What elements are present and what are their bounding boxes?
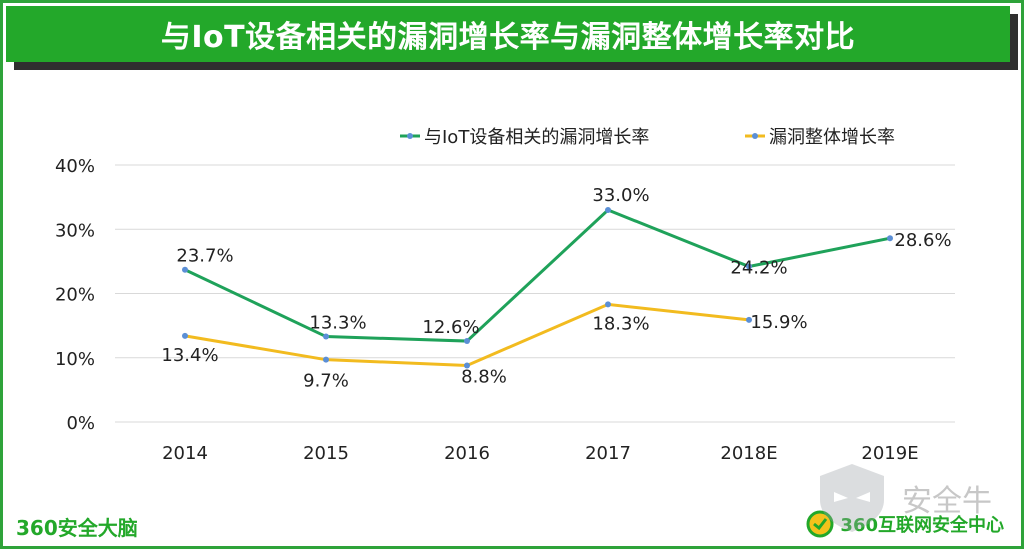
x-tick-label: 2016 [444, 443, 490, 464]
data-label: 9.7% [303, 371, 349, 392]
x-tick-label: 2017 [585, 443, 631, 464]
y-tick-label: 10% [55, 349, 95, 370]
data-point [464, 362, 470, 369]
data-label: 8.8% [461, 366, 507, 387]
title-banner: 与IoT设备相关的漏洞增长率与漏洞整体增长率对比 [6, 6, 1010, 62]
brand-360-security-center: 360互联网安全中心 [806, 510, 1004, 538]
legend-marker [407, 133, 413, 139]
legend-label: 与IoT设备相关的漏洞增长率 [424, 127, 649, 148]
data-label: 24.2% [730, 258, 787, 279]
data-label: 12.6% [422, 317, 479, 338]
series-line [184, 208, 891, 343]
x-tick-label: 2018E [720, 443, 777, 464]
data-point [464, 338, 470, 345]
data-point [746, 316, 752, 323]
data-label: 18.3% [592, 313, 649, 334]
data-point [746, 263, 752, 270]
y-tick-label: 0% [66, 413, 95, 434]
y-tick-label: 30% [55, 220, 95, 241]
legend-marker [752, 133, 758, 139]
data-label: 13.4% [161, 345, 218, 366]
watermark-logo-icon [820, 464, 884, 532]
data-label: 13.3% [309, 313, 366, 334]
data-point [182, 266, 188, 273]
brand-right-label: 360互联网安全中心 [840, 515, 1004, 536]
data-label: 15.9% [750, 312, 807, 333]
data-point [323, 356, 329, 363]
legend-label: 漏洞整体增长率 [769, 127, 895, 148]
chart-title: 与IoT设备相关的漏洞增长率与漏洞整体增长率对比 [160, 20, 856, 55]
y-tick-label: 20% [55, 285, 95, 306]
x-tick-label: 2014 [162, 443, 208, 464]
x-tick-label: 2015 [303, 443, 349, 464]
data-point [887, 235, 893, 242]
x-tick-label: 2019E [861, 443, 918, 464]
data-point [605, 301, 611, 308]
watermark-text: 安全牛 [902, 484, 992, 519]
360-logo-icon [806, 510, 834, 538]
data-label: 23.7% [176, 246, 233, 267]
data-label: 33.0% [592, 185, 649, 206]
data-point [182, 332, 188, 339]
data-label: 28.6% [894, 230, 951, 251]
data-point [605, 206, 611, 213]
data-point [323, 333, 329, 340]
y-tick-label: 40% [55, 156, 95, 177]
brand-360-brain: 360安全大脑 [16, 516, 138, 540]
